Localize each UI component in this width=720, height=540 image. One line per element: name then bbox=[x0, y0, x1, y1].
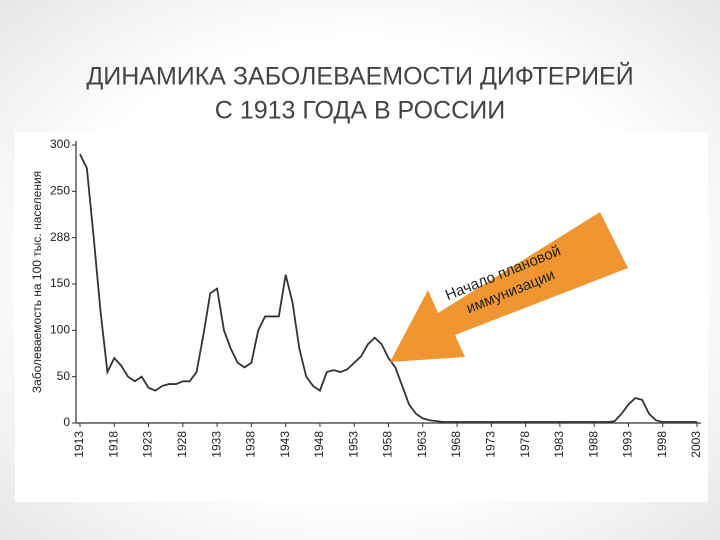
x-tick-label: 1933 bbox=[209, 431, 223, 458]
x-tick-label: 1993 bbox=[621, 431, 635, 458]
x-tick-label: 1923 bbox=[141, 431, 155, 458]
y-tick-label: 0 bbox=[63, 415, 70, 429]
y-tick-label: 100 bbox=[50, 323, 70, 337]
x-tick-label: 1963 bbox=[415, 431, 429, 458]
x-tick-label: 1988 bbox=[586, 431, 600, 458]
x-tick-label: 1938 bbox=[244, 431, 258, 458]
x-tick-label: 1973 bbox=[484, 431, 498, 458]
arrow bbox=[390, 212, 628, 362]
x-tick-label: 1913 bbox=[72, 431, 86, 458]
title-line: С 1913 ГОДА В РОССИИ bbox=[215, 97, 505, 125]
x-tick-label: 1978 bbox=[518, 431, 532, 458]
y-tick-label: 300 bbox=[50, 137, 70, 151]
y-axis-label: Заболеваемость на 100 тыс. населения bbox=[30, 171, 44, 393]
x-tick-label: 1948 bbox=[312, 431, 326, 458]
line bbox=[79, 153, 697, 423]
y-tick-label: 288 bbox=[50, 230, 70, 244]
y-tick-label: 250 bbox=[50, 184, 70, 198]
x-tick-label: 1918 bbox=[106, 431, 120, 458]
x-tick-label: 1983 bbox=[552, 431, 566, 458]
chart-area bbox=[15, 132, 708, 502]
y-tick-label: 50 bbox=[57, 369, 71, 383]
x-tick-label: 1943 bbox=[278, 431, 292, 458]
x-tick-label: 1998 bbox=[655, 431, 669, 458]
x-tick-label: 1968 bbox=[449, 431, 463, 458]
title-line: ДИНАМИКА ЗАБОЛЕВАЕМОСТИ ДИФТЕРИЕЙ bbox=[86, 61, 633, 91]
y-tick-label: 150 bbox=[50, 276, 70, 290]
x-tick-label: 1958 bbox=[381, 431, 395, 458]
x-tick-label: 1953 bbox=[346, 431, 360, 458]
x-tick-label: 1928 bbox=[175, 431, 189, 458]
x-tick-label: 2003 bbox=[689, 431, 703, 458]
